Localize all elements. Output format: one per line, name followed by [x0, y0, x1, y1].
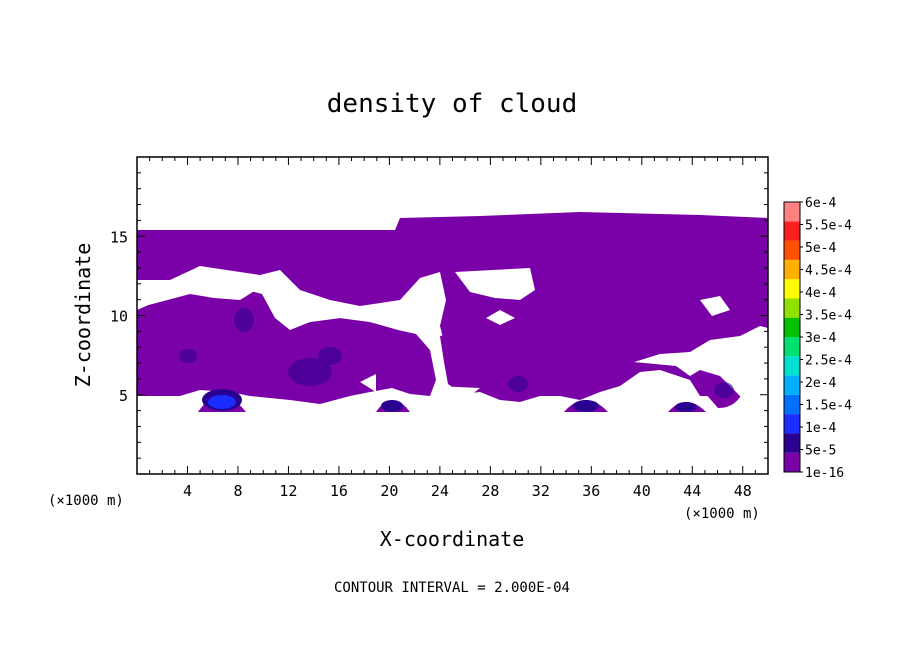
y-ticks: 5 10 15 — [110, 172, 768, 459]
colorbar-swatch — [784, 298, 800, 318]
y-axis-label: Z-coordinate — [71, 243, 95, 388]
cloud-region — [137, 288, 436, 404]
chart-title: density of cloud — [327, 89, 577, 119]
z-unit-label: (×1000 m) — [48, 493, 124, 509]
colorbar-label: 2e-4 — [805, 376, 836, 391]
colorbar-swatch — [784, 279, 800, 299]
colorbar-swatch — [784, 452, 800, 472]
x-axis-label: X-coordinate — [380, 527, 525, 551]
colorbar-swatch — [784, 337, 800, 357]
colorbar-swatch — [784, 433, 800, 453]
colorbar-label: 3e-4 — [805, 331, 836, 346]
x-tick-label: 20 — [380, 482, 398, 500]
colorbar-swatch — [784, 221, 800, 241]
colorbar-label: 3.5e-4 — [805, 309, 852, 324]
cloud-region — [440, 322, 600, 402]
x-tick-label: 16 — [330, 482, 348, 500]
x-tick-label: 28 — [481, 482, 499, 500]
x-tick-label: 24 — [431, 482, 449, 500]
x-tick-label: 8 — [233, 482, 242, 500]
colorbar-swatch — [784, 202, 800, 222]
y-tick-label: 10 — [110, 308, 128, 326]
colorbar-swatch — [784, 356, 800, 376]
cloud-region — [137, 212, 768, 396]
colorbar-label: 5e-4 — [805, 241, 836, 256]
colorbar-label: 6e-4 — [805, 196, 836, 211]
x-tick-label: 32 — [532, 482, 550, 500]
colorbar-label: 4e-4 — [805, 286, 836, 301]
contour-interval-note: CONTOUR INTERVAL = 2.000E-04 — [334, 580, 570, 596]
y-tick-label: 5 — [119, 387, 128, 405]
x-ticks: 4 8 12 16 20 24 28 32 36 40 44 48 — [149, 157, 756, 500]
x-tick-label: 40 — [633, 482, 651, 500]
x-tick-label: 48 — [734, 482, 752, 500]
colorbar-swatch — [784, 375, 800, 395]
x-unit-label: (×1000 m) — [684, 506, 760, 522]
cloud-field — [137, 212, 768, 412]
colorbar-swatch — [784, 240, 800, 260]
colorbar-label: 4.5e-4 — [805, 264, 852, 279]
x-tick-label: 36 — [582, 482, 600, 500]
colorbar-swatch — [784, 394, 800, 415]
colorbar-label: 5.5e-4 — [805, 219, 852, 234]
x-tick-label: 12 — [279, 482, 297, 500]
colorbar-label: 1e-4 — [805, 421, 836, 436]
colorbar-label: 1.5e-4 — [805, 399, 852, 414]
x-tick-label: 44 — [683, 482, 701, 500]
colorbar-swatch — [784, 317, 800, 337]
colorbar-label: 2.5e-4 — [805, 354, 852, 369]
x-tick-label: 4 — [183, 482, 192, 500]
colorbar-label: 5e-5 — [805, 444, 836, 459]
colorbar-swatch — [784, 259, 800, 280]
colorbar-label: 1e-16 — [805, 466, 844, 481]
colorbar-swatch — [784, 414, 800, 434]
y-tick-label: 15 — [110, 228, 128, 246]
colorbar: 1e-16 5e-5 1e-4 1.5e-4 2e-4 2.5e-4 3e-4 3.5e-4 4… — [783, 196, 852, 481]
